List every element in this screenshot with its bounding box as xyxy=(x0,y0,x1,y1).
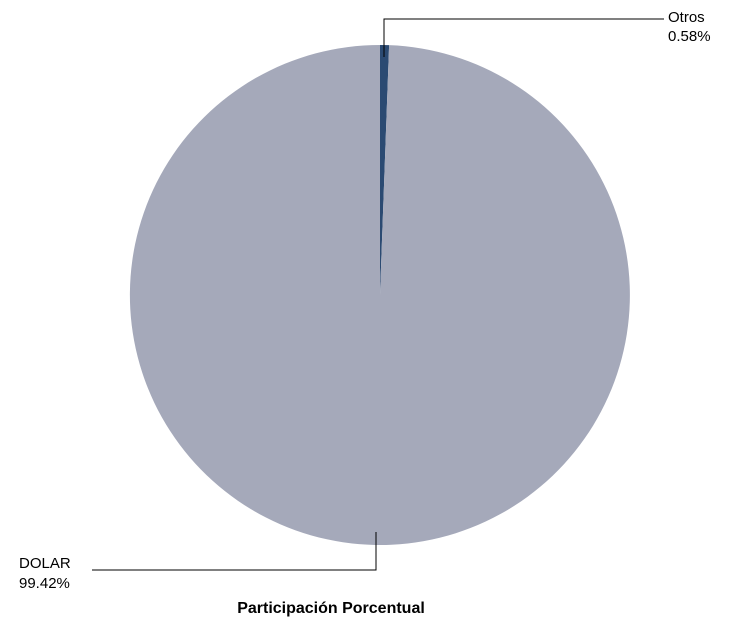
slice-label-dolar-name: DOLAR xyxy=(19,555,71,572)
slice-label-otros-value: 0.58% xyxy=(668,28,711,45)
pie-slices xyxy=(129,45,630,545)
pie-slice-otros xyxy=(380,45,390,295)
slice-label-dolar-value: 99.42% xyxy=(19,575,70,592)
leader-line-otros xyxy=(383,18,664,57)
leader-line-dolar xyxy=(92,532,377,571)
chart-title: Participación Porcentual xyxy=(237,600,425,617)
pie-slice-dolar xyxy=(129,45,630,545)
slice-label-otros-name: Otros xyxy=(668,9,705,26)
